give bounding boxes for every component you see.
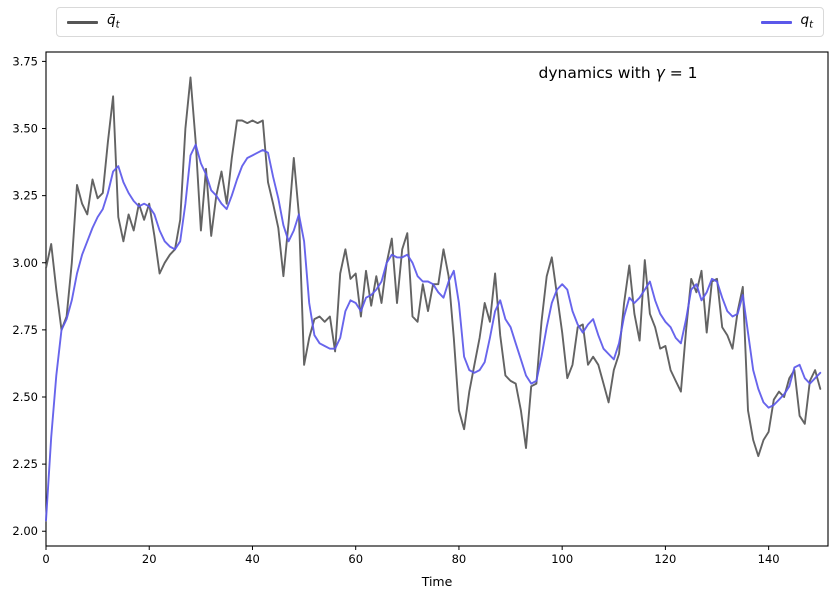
y-tick-label: 3.50: [12, 122, 38, 136]
legend: q̄t qt: [56, 7, 824, 37]
legend-label-q-base: q: [800, 11, 810, 28]
x-tick-label: 0: [42, 552, 49, 566]
y-tick-label: 3.75: [12, 54, 38, 68]
legend-label-qbar-base: q̄: [107, 11, 116, 28]
y-tick-label: 2.00: [12, 524, 38, 538]
x-tick-label: 40: [245, 552, 260, 566]
annotation-text: dynamics with γ = 1: [539, 64, 698, 82]
y-tick-label: 3.25: [12, 189, 38, 203]
legend-item-q: qt: [760, 11, 814, 31]
legend-label-q: qt: [800, 11, 814, 31]
axes-frame: [45, 51, 829, 547]
legend-label-qbar-sub: t: [115, 19, 120, 31]
series-line-qbar: [45, 76, 822, 458]
series-line-q: [45, 143, 822, 522]
x-tick-label: 120: [654, 552, 676, 566]
legend-label-q-sub: t: [809, 19, 813, 31]
legend-line-sample-q: [760, 20, 792, 24]
x-tick-label: 20: [142, 552, 157, 566]
x-tick-label: 80: [452, 552, 467, 566]
x-tick-label: 140: [758, 552, 780, 566]
x-axis-label: Time: [421, 574, 453, 589]
x-tick-label: 100: [551, 552, 573, 566]
legend-item-qbar: q̄t: [67, 11, 120, 31]
y-tick-label: 2.25: [12, 457, 38, 471]
y-tick-label: 2.50: [12, 390, 38, 404]
legend-line-sample-qbar: [67, 20, 98, 24]
x-tick-label: 60: [348, 552, 363, 566]
y-tick-label: 2.75: [12, 323, 38, 337]
y-tick-label: 3.00: [12, 256, 38, 270]
legend-label-qbar: q̄t: [107, 11, 120, 31]
